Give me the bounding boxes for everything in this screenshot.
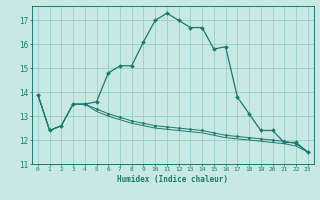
X-axis label: Humidex (Indice chaleur): Humidex (Indice chaleur) bbox=[117, 175, 228, 184]
